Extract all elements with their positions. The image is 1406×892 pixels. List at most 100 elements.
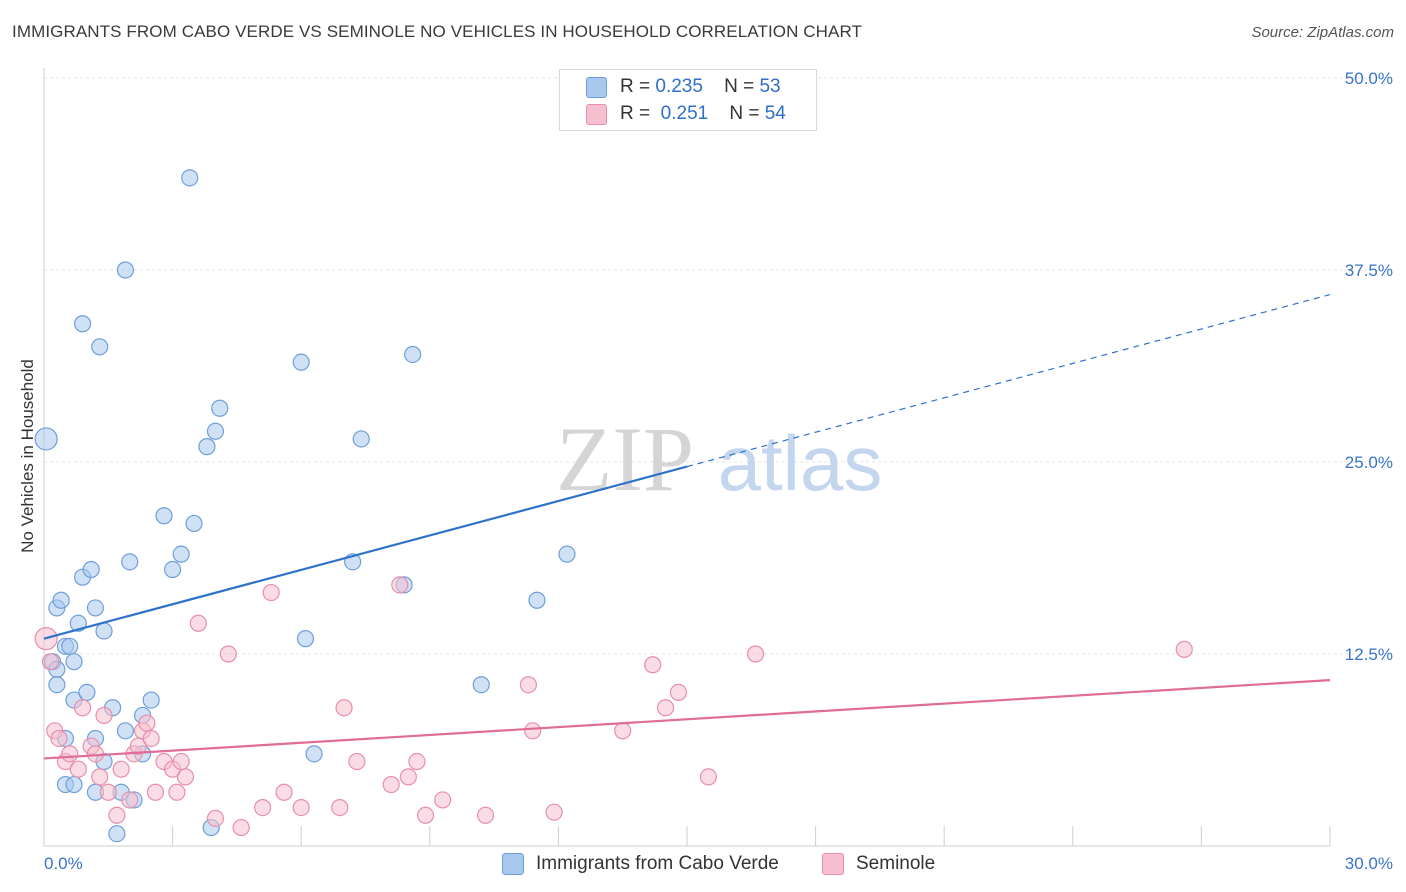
data-point bbox=[112, 760, 130, 778]
data-point bbox=[116, 722, 135, 740]
axes bbox=[43, 68, 1331, 847]
data-point bbox=[73, 315, 92, 333]
source-label: Source: ZipAtlas.com bbox=[1251, 24, 1394, 41]
series-cabo-verde bbox=[34, 169, 576, 843]
data-point bbox=[254, 798, 272, 817]
data-point bbox=[99, 783, 117, 801]
y-tick-label: 37.5% bbox=[1345, 261, 1393, 280]
data-point bbox=[331, 798, 349, 817]
legend-swatch-blue bbox=[586, 76, 607, 98]
data-point bbox=[524, 722, 542, 740]
data-point bbox=[558, 545, 576, 563]
data-point bbox=[91, 338, 109, 356]
bottom-legend-seminole: Seminole bbox=[822, 851, 935, 877]
series-seminole bbox=[34, 576, 1193, 837]
data-point bbox=[472, 676, 490, 694]
data-point bbox=[232, 818, 250, 837]
data-point bbox=[198, 438, 216, 456]
data-point bbox=[65, 775, 83, 794]
watermark-zip: ZIP bbox=[556, 408, 694, 510]
data-point bbox=[176, 768, 195, 786]
data-point bbox=[408, 752, 426, 771]
data-point bbox=[296, 630, 315, 648]
data-point bbox=[142, 691, 160, 709]
data-point bbox=[545, 803, 563, 821]
trend-lines bbox=[43, 293, 1331, 760]
data-point bbox=[86, 745, 105, 763]
data-point bbox=[155, 507, 173, 525]
data-point bbox=[116, 261, 135, 279]
gridlines bbox=[44, 77, 1392, 655]
data-point bbox=[404, 345, 422, 364]
data-point bbox=[61, 637, 79, 655]
data-point bbox=[34, 427, 58, 451]
legend-n-label: N = bbox=[729, 103, 760, 124]
legend-n-value: 54 bbox=[764, 103, 786, 124]
data-point bbox=[73, 699, 92, 717]
data-point bbox=[519, 676, 537, 694]
data-point bbox=[305, 745, 323, 763]
data-point bbox=[95, 706, 113, 725]
data-point bbox=[65, 653, 83, 671]
legend-r-label: R = bbox=[620, 103, 651, 124]
data-point bbox=[211, 399, 229, 417]
legend-n-value: 53 bbox=[759, 76, 781, 97]
correlation-legend: R = 0.235 N = 53 R = 0.251 N = 54 bbox=[559, 69, 817, 131]
data-point bbox=[138, 714, 156, 732]
data-point bbox=[656, 699, 675, 717]
data-point bbox=[91, 768, 109, 786]
watermark-atlas: atlas bbox=[718, 419, 883, 507]
tick-labels: 12.5% 25.0% 37.5% 50.0% 0.0% 30.0% bbox=[44, 69, 1393, 873]
data-point bbox=[41, 653, 60, 671]
data-point bbox=[168, 783, 186, 801]
bottom-legend-cabo-verde: Immigrants from Cabo Verde bbox=[502, 851, 779, 877]
data-point bbox=[416, 806, 435, 824]
legend-row-seminole: R = 0.251 N = 54 bbox=[586, 102, 786, 126]
data-point bbox=[108, 825, 126, 843]
data-point bbox=[181, 169, 199, 187]
data-point bbox=[391, 576, 409, 594]
y-tick-label: 12.5% bbox=[1345, 645, 1393, 664]
data-point bbox=[121, 553, 139, 571]
data-point bbox=[121, 791, 139, 809]
trend-line-cabo-verde-extension bbox=[686, 293, 1331, 468]
data-point bbox=[82, 560, 100, 579]
x-tick-label: 0.0% bbox=[44, 854, 83, 873]
data-point bbox=[476, 806, 495, 824]
bottom-legend-swatch-pink bbox=[822, 853, 844, 875]
bottom-legend-swatch-blue bbox=[502, 853, 524, 875]
data-point bbox=[348, 752, 366, 771]
legend-r-value: 0.251 bbox=[660, 103, 709, 124]
data-point bbox=[669, 683, 688, 702]
data-point bbox=[206, 809, 225, 827]
data-point bbox=[382, 775, 400, 794]
legend-swatch-pink bbox=[586, 103, 607, 125]
data-point bbox=[142, 729, 160, 748]
data-point bbox=[262, 583, 280, 602]
watermark: ZIP atlas bbox=[556, 408, 882, 510]
data-point bbox=[86, 599, 105, 617]
data-point bbox=[219, 645, 237, 663]
data-point bbox=[206, 422, 225, 440]
trend-line-cabo-verde bbox=[43, 465, 688, 640]
data-point bbox=[50, 729, 68, 748]
data-point bbox=[48, 676, 66, 694]
data-point bbox=[61, 745, 79, 763]
data-point bbox=[69, 760, 87, 778]
data-point bbox=[172, 545, 190, 563]
data-point bbox=[1175, 640, 1193, 658]
legend-r-value: 0.235 bbox=[655, 76, 703, 97]
legend-r-label: R = bbox=[620, 76, 651, 97]
data-point bbox=[189, 614, 207, 632]
data-point bbox=[399, 768, 417, 786]
data-point bbox=[164, 560, 182, 579]
data-point bbox=[78, 683, 96, 702]
data-point bbox=[335, 699, 353, 717]
data-point bbox=[275, 783, 293, 801]
data-point bbox=[292, 798, 310, 817]
bottom-legend-label: Immigrants from Cabo Verde bbox=[536, 853, 779, 874]
x-tick-label: 30.0% bbox=[1345, 854, 1393, 873]
bottom-legend-label: Seminole bbox=[856, 853, 936, 874]
data-point bbox=[746, 645, 765, 663]
data-point bbox=[699, 768, 718, 786]
